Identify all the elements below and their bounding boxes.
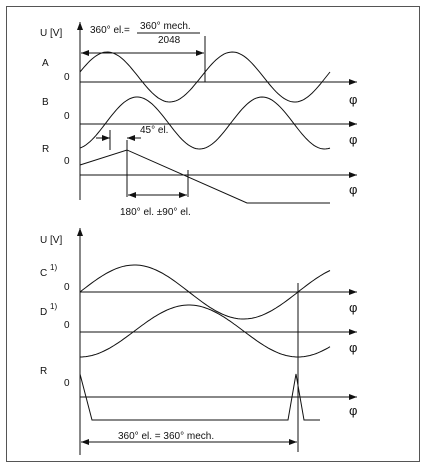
signal-curve — [79, 96, 331, 150]
zero-label: 0 — [64, 282, 70, 293]
formula-numerator: 360° mech. — [140, 21, 191, 32]
zero-label: 0 — [64, 156, 70, 167]
axis-label: φ — [349, 300, 357, 315]
zero-label: 0 — [64, 111, 70, 122]
y-axis-label: U [V] — [40, 28, 62, 39]
period-label: 360° el. = 360° mech. — [118, 431, 214, 442]
channel-label: R — [42, 144, 49, 155]
channel-label: D — [40, 307, 47, 318]
channel-label: R — [40, 366, 47, 377]
zero-label: 0 — [64, 320, 70, 331]
reference-signal — [79, 373, 320, 421]
signal-curve — [79, 51, 331, 103]
phase-label: 45° el. — [140, 125, 168, 136]
frame — [6, 6, 420, 462]
reference-label: 180° el. ±90° el. — [120, 207, 191, 218]
zero-label: 0 — [64, 378, 70, 389]
axis-label: φ — [349, 403, 357, 418]
signal-curve — [79, 264, 331, 320]
channel-label: C — [40, 268, 47, 279]
signal-curve — [80, 304, 331, 358]
footnote: 1) — [50, 263, 57, 272]
axis-label: φ — [349, 132, 357, 147]
footnote: 1) — [50, 302, 57, 311]
zero-label: 0 — [64, 72, 70, 83]
axis-label: φ — [349, 182, 357, 197]
formula-denominator: 2048 — [158, 35, 181, 46]
channel-label: A — [42, 58, 49, 69]
y-axis-label: U [V] — [40, 235, 62, 246]
formula-left: 360° el.= — [90, 25, 130, 36]
channel-label: B — [42, 97, 49, 108]
reference-signal — [79, 149, 330, 204]
axis-label: φ — [349, 92, 357, 107]
axis-label: φ — [349, 340, 357, 355]
